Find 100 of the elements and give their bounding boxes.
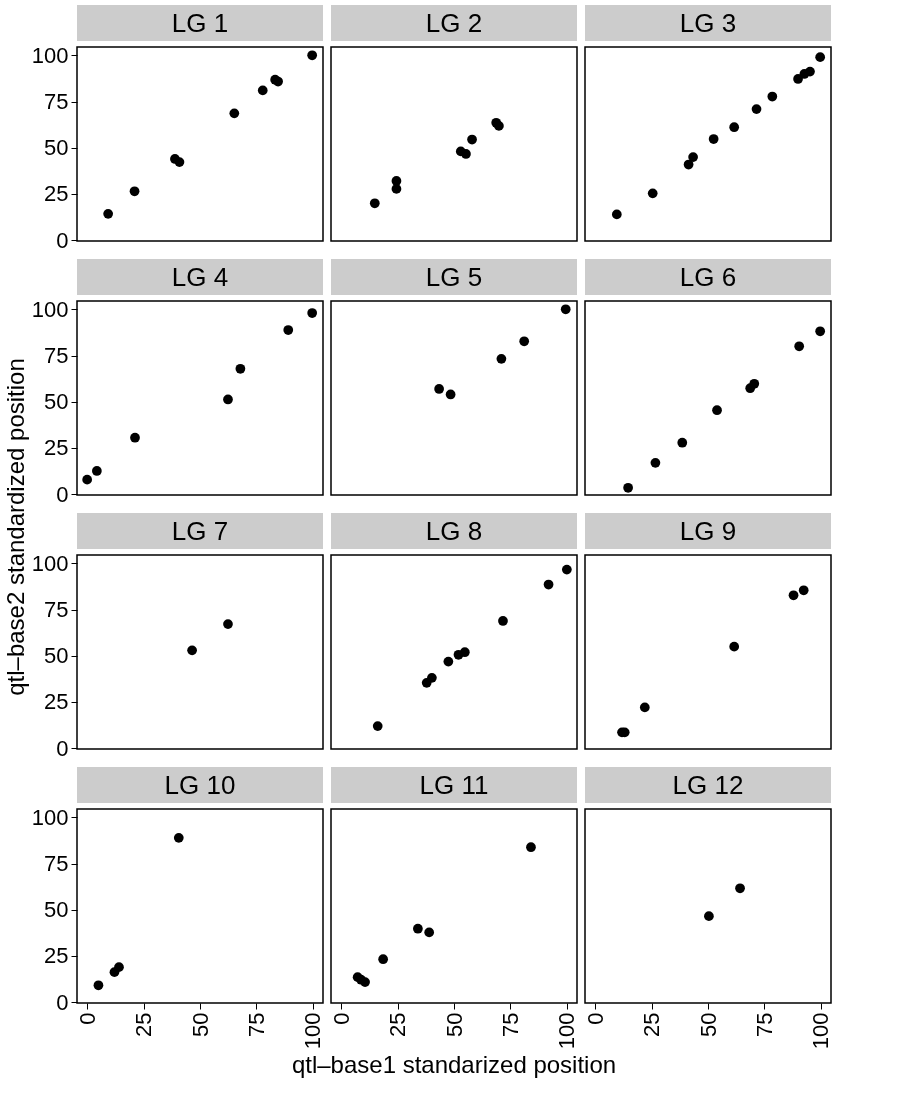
x-tick-label: 0 bbox=[74, 1012, 100, 1025]
point bbox=[130, 432, 140, 443]
point bbox=[677, 437, 688, 448]
point bbox=[712, 405, 722, 416]
point bbox=[496, 353, 507, 364]
x-tick-label: 100 bbox=[554, 1012, 580, 1050]
y-tick-label: 0 bbox=[56, 481, 69, 507]
y-tick-label: 75 bbox=[44, 851, 69, 876]
point bbox=[683, 159, 694, 170]
point bbox=[494, 121, 504, 131]
point bbox=[114, 962, 124, 973]
point bbox=[560, 304, 571, 315]
y-tick-label: 100 bbox=[31, 296, 69, 322]
point bbox=[519, 336, 530, 347]
chart-title: LG 12 bbox=[672, 770, 744, 800]
point bbox=[391, 184, 402, 194]
point bbox=[173, 832, 184, 843]
y-tick-label: 50 bbox=[44, 643, 69, 669]
point bbox=[467, 134, 477, 145]
point bbox=[283, 325, 294, 335]
point bbox=[129, 186, 140, 197]
x-tick-label: 0 bbox=[582, 1012, 608, 1025]
x-tick-label: 100 bbox=[300, 1012, 326, 1050]
x-axis-title: qtl–base1 standarized position bbox=[291, 1051, 617, 1078]
x-tick-label: 75 bbox=[243, 1012, 269, 1037]
chart-title: LG 8 bbox=[425, 516, 483, 546]
chart-title: LG 11 bbox=[419, 770, 489, 800]
point bbox=[91, 466, 102, 476]
point bbox=[369, 198, 380, 209]
x-tick-label: 50 bbox=[441, 1012, 467, 1037]
point bbox=[229, 108, 240, 119]
point bbox=[798, 585, 809, 596]
point bbox=[751, 104, 762, 114]
point bbox=[174, 157, 185, 167]
point bbox=[235, 363, 246, 374]
point bbox=[788, 590, 799, 601]
y-tick-label: 50 bbox=[44, 897, 69, 923]
y-tick-label: 100 bbox=[31, 42, 69, 68]
point bbox=[767, 91, 778, 102]
point bbox=[650, 457, 661, 468]
point bbox=[445, 389, 456, 400]
point bbox=[424, 927, 435, 938]
x-tick-label: 25 bbox=[385, 1012, 411, 1037]
chart-title: LG 1 bbox=[171, 8, 229, 38]
point bbox=[413, 923, 423, 934]
point bbox=[378, 954, 389, 965]
point bbox=[307, 308, 318, 318]
point bbox=[749, 378, 760, 389]
chart-title: LG 7 bbox=[171, 516, 229, 546]
chart-title: LG 6 bbox=[679, 262, 737, 292]
point bbox=[729, 641, 740, 652]
point bbox=[103, 208, 114, 219]
point bbox=[526, 842, 536, 853]
point bbox=[793, 74, 803, 84]
y-tick-label: 100 bbox=[31, 550, 69, 576]
y-tick-label: 50 bbox=[44, 389, 69, 415]
point bbox=[307, 50, 318, 61]
y-tick-label: 0 bbox=[56, 227, 69, 253]
point bbox=[93, 980, 104, 991]
point bbox=[647, 188, 658, 199]
chart-title: LG 10 bbox=[164, 770, 236, 800]
y-tick-label: 75 bbox=[44, 89, 69, 114]
point bbox=[459, 647, 470, 658]
chart-title: LG 4 bbox=[171, 262, 229, 292]
point bbox=[443, 656, 454, 667]
point bbox=[257, 85, 268, 96]
point bbox=[498, 616, 508, 626]
point bbox=[543, 579, 554, 590]
x-tick-label: 50 bbox=[695, 1012, 721, 1037]
y-tick-label: 25 bbox=[44, 435, 69, 461]
point bbox=[708, 134, 719, 144]
point bbox=[372, 721, 383, 731]
y-tick-label: 25 bbox=[44, 943, 69, 969]
chart-title: LG 9 bbox=[679, 516, 737, 546]
point bbox=[623, 482, 633, 493]
x-tick-label: 25 bbox=[131, 1012, 157, 1037]
point bbox=[815, 326, 826, 337]
x-tick-label: 75 bbox=[751, 1012, 777, 1037]
point bbox=[223, 394, 233, 405]
point bbox=[815, 52, 826, 63]
y-tick-label: 25 bbox=[44, 181, 69, 207]
x-tick-label: 0 bbox=[328, 1012, 354, 1025]
x-tick-label: 100 bbox=[808, 1012, 834, 1050]
point bbox=[611, 209, 622, 220]
chart-title: LG 2 bbox=[425, 8, 483, 38]
y-tick-label: 75 bbox=[44, 343, 69, 368]
y-tick-label: 100 bbox=[31, 804, 69, 830]
point bbox=[805, 66, 815, 77]
x-tick-label: 75 bbox=[497, 1012, 523, 1037]
chart-title: LG 3 bbox=[679, 8, 737, 38]
y-axis-title: qtl–base2 standardized position bbox=[2, 358, 29, 696]
point bbox=[729, 122, 740, 133]
point bbox=[360, 977, 370, 987]
y-tick-label: 50 bbox=[44, 135, 69, 161]
y-tick-label: 75 bbox=[44, 597, 69, 622]
point bbox=[688, 152, 698, 162]
x-tick-label: 50 bbox=[187, 1012, 213, 1037]
point bbox=[639, 702, 650, 713]
y-tick-label: 25 bbox=[44, 689, 69, 715]
point bbox=[461, 149, 471, 159]
